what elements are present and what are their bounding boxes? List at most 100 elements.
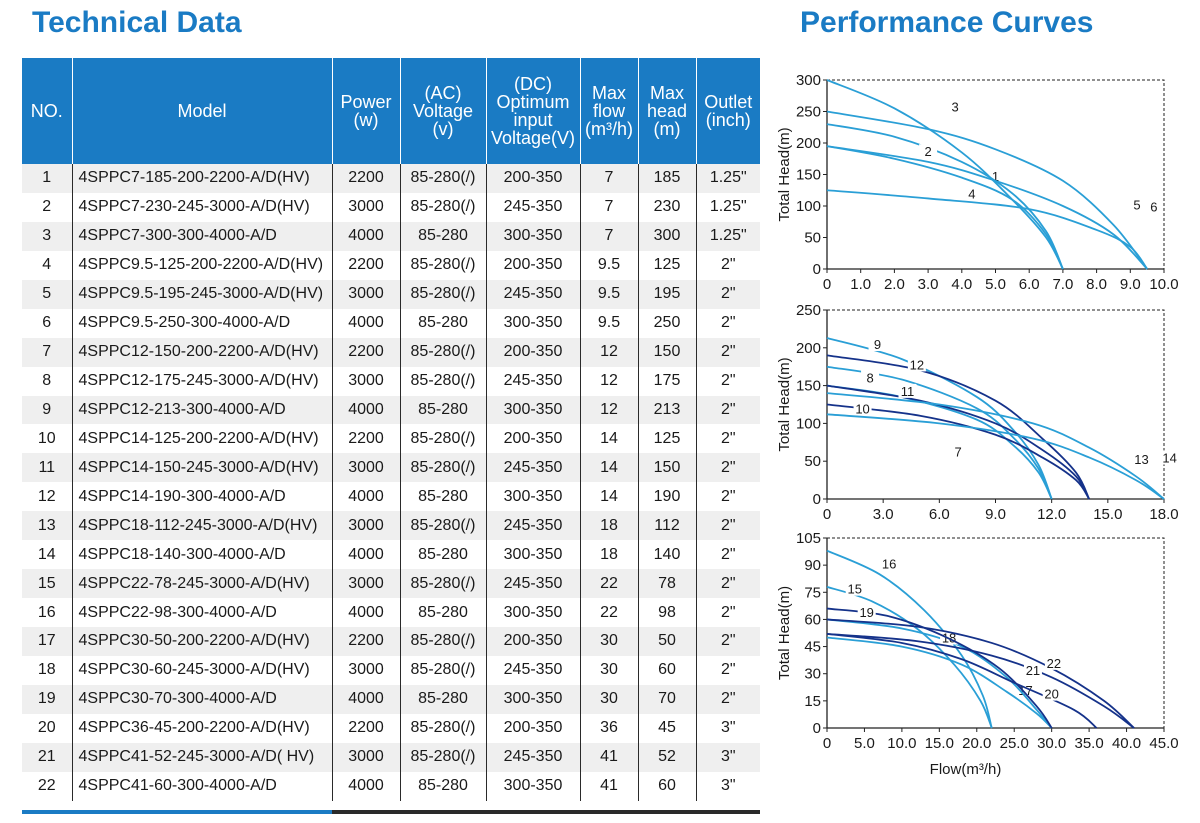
cell-dc-voltage: 300-350 [485, 221, 580, 251]
cell-dc-voltage: 300-350 [485, 684, 580, 714]
cell-no: 19 [22, 684, 72, 714]
y-tick-label: 200 [796, 340, 821, 357]
curve-9 [826, 337, 1053, 500]
cell-outlet: 2" [695, 627, 760, 656]
performance-chart-1: 0 1.0 2.0 3.0 4.0 5.0 6.0 7.0 8.0 9.0 10.005010015… [776, 72, 1179, 293]
y-tick-label: 100 [796, 198, 821, 215]
y-tick-label: 0 [813, 491, 821, 508]
cell-power: 3000 [331, 511, 400, 541]
table-row: 6 4SPPC9.5-250-300-4000-A/D 4000 85-280 300-… [22, 308, 760, 338]
cell-ac-voltage: 85-280(/) [399, 627, 486, 656]
performance-chart-2: 0 3.0 6.0 9.0 12.0 15.0 18.0 0 50 100 150 200 250 Tot… [776, 302, 1179, 523]
cell-dc-voltage: 300-350 [485, 771, 580, 801]
cell-dc-voltage: 245-350 [485, 569, 580, 599]
curve-18 [826, 618, 1053, 729]
cell-max-flow: 30 [579, 627, 638, 656]
cell-dc-voltage: 200-350 [485, 250, 580, 280]
column-header-max-flow: Max flow (m³/h) [579, 58, 638, 164]
table-row: 3 4SPPC7-300-300-4000-A/D 4000 85-280 300-35… [22, 221, 760, 251]
cell-ac-voltage: 85-280 [399, 684, 486, 714]
curve-5 [826, 145, 1148, 270]
cell-no: 2 [22, 192, 72, 222]
cell-power: 4000 [331, 684, 400, 714]
column-header-line: input [513, 110, 553, 130]
cell-dc-voltage: 200-350 [485, 713, 580, 743]
cell-max-flow: 7 [579, 164, 638, 193]
cell-outlet: 2" [695, 598, 760, 627]
curve-label-bg [1042, 686, 1061, 701]
cell-no: 20 [22, 713, 72, 743]
cell-model: 4SPPC9.5-125-200-2200-A/D(HV) [71, 250, 332, 280]
cell-power: 3000 [331, 742, 400, 772]
curve-label-6: 6 [1150, 200, 1157, 215]
column-header-dc-voltage: (DC) Optimum input Voltage(V) [485, 58, 580, 164]
cell-model: 4SPPC41-52-245-3000-A/D( HV) [71, 742, 332, 772]
curve-label-11: 11 [901, 384, 915, 399]
cell-ac-voltage: 85-280 [399, 771, 486, 801]
cell-max-head: 190 [637, 482, 696, 512]
y-tick-label: 15 [804, 693, 821, 710]
x-tick-label: 6.0 [1019, 276, 1040, 293]
cell-no: 13 [22, 511, 72, 541]
cell-max-head: 112 [637, 511, 696, 541]
y-tick-label: 50 [804, 230, 821, 247]
column-header-line: head [646, 101, 688, 121]
table-row: 18 4SPPC30-60-245-3000-A/D(HV) 3000 85-280(… [22, 655, 760, 685]
column-header-line: (AC) [424, 83, 462, 103]
cell-ac-voltage: 85-280(/) [399, 192, 486, 222]
curve-21 [826, 633, 1135, 729]
table-row: 11 4SPPC14-150-245-3000-A/D(HV) 3000 85-280… [22, 453, 760, 483]
cell-max-flow: 18 [579, 540, 638, 570]
curve-label-bg [1044, 655, 1063, 670]
cell-no: 8 [22, 366, 72, 396]
x-tick-label: 5.0 [985, 276, 1006, 293]
table-row: 20 4SPPC36-45-200-2200-A/D(HV) 2200 85-280(… [22, 713, 760, 743]
cell-power: 4000 [331, 482, 400, 512]
cell-outlet: 2" [695, 453, 760, 483]
cell-max-flow: 22 [579, 598, 638, 627]
cell-outlet: 1.25" [695, 192, 760, 222]
curve-label-16: 16 [882, 556, 896, 571]
curve-label-bg [1023, 663, 1042, 678]
cell-ac-voltage: 85-280(/) [399, 164, 486, 193]
cell-model: 4SPPC14-125-200-2200-A/D(HV) [71, 424, 332, 454]
table-row: 21 4SPPC41-52-245-3000-A/D( HV) 3000 85-280… [22, 742, 760, 772]
cell-max-flow: 12 [579, 395, 638, 425]
cell-dc-voltage: 245-350 [485, 279, 580, 309]
x-tick-label: 12.0 [1037, 506, 1066, 523]
curve-label-10: 10 [855, 401, 869, 416]
x-tick-label: 15.0 [1093, 506, 1122, 523]
cell-outlet: 3" [695, 742, 760, 772]
cell-ac-voltage: 85-280(/) [399, 569, 486, 599]
cell-outlet: 3" [695, 713, 760, 743]
cell-no: 10 [22, 424, 72, 454]
x-tick-label: 15.0 [925, 735, 954, 752]
cell-max-head: 140 [637, 540, 696, 570]
curve-label-bg [907, 357, 926, 372]
y-tick-label: 300 [796, 72, 821, 89]
cell-no: 3 [22, 221, 72, 251]
x-tick-label: 3.0 [918, 276, 939, 293]
cell-ac-voltage: 85-280 [399, 598, 486, 627]
curve-label-7: 7 [954, 444, 961, 459]
cell-no: 16 [22, 598, 72, 627]
cell-outlet: 1.25" [695, 164, 760, 193]
y-tick-label: 50 [804, 453, 821, 470]
x-tick-label: 6.0 [929, 506, 950, 523]
cell-power: 3000 [331, 569, 400, 599]
column-header-max-head: Max head (m) [637, 58, 696, 164]
cell-max-head: 52 [637, 742, 696, 772]
column-header-line: Power [340, 92, 392, 112]
curve-label-3: 3 [951, 99, 958, 114]
cell-power: 3000 [331, 655, 400, 685]
curve-3 [826, 79, 1064, 270]
y-tick-label: 0 [813, 261, 821, 278]
curve-label-15: 15 [847, 582, 861, 597]
cell-outlet: 2" [695, 569, 760, 599]
y-tick-label: 45 [804, 639, 821, 656]
performance-chart-3: 0 5.0 10.0 15.0 20.0 25.0 30.0 35.0 40.0 45.0 0 15 3… [776, 530, 1179, 778]
column-header-ac-voltage: (AC) Voltage (v) [399, 58, 486, 164]
y-axis-label: Total Head(m) [776, 357, 793, 451]
column-header-line: Voltage [412, 101, 474, 121]
x-tick-label: 18.0 [1149, 506, 1178, 523]
